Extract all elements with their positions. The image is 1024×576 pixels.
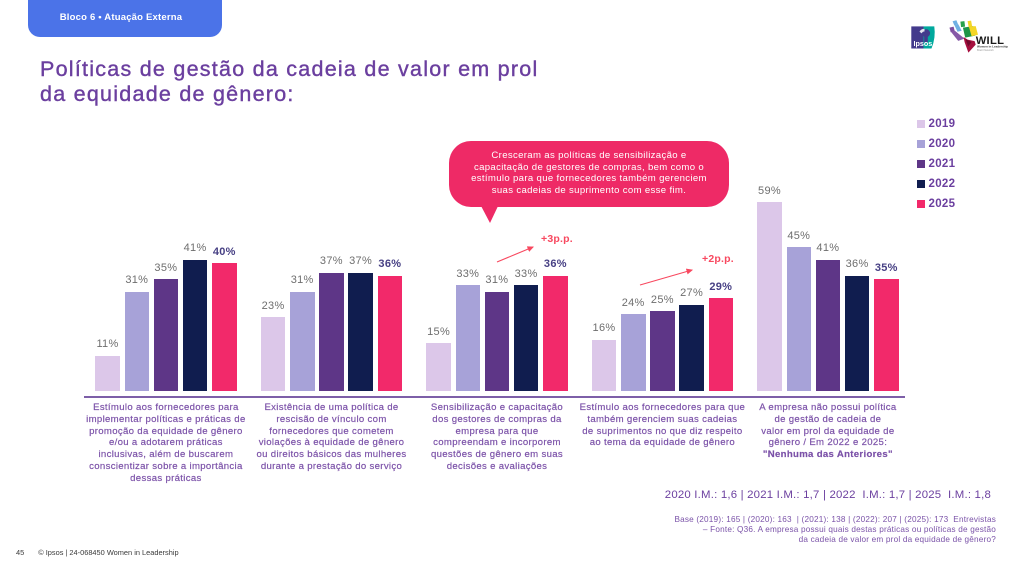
svg-text:WILL: WILL: [976, 35, 1005, 47]
svg-text:Women in Leadership: Women in Leadership: [977, 45, 1008, 49]
svg-text:Ipsos: Ipsos: [914, 39, 933, 48]
svg-text:Brazil Network: Brazil Network: [977, 48, 994, 52]
